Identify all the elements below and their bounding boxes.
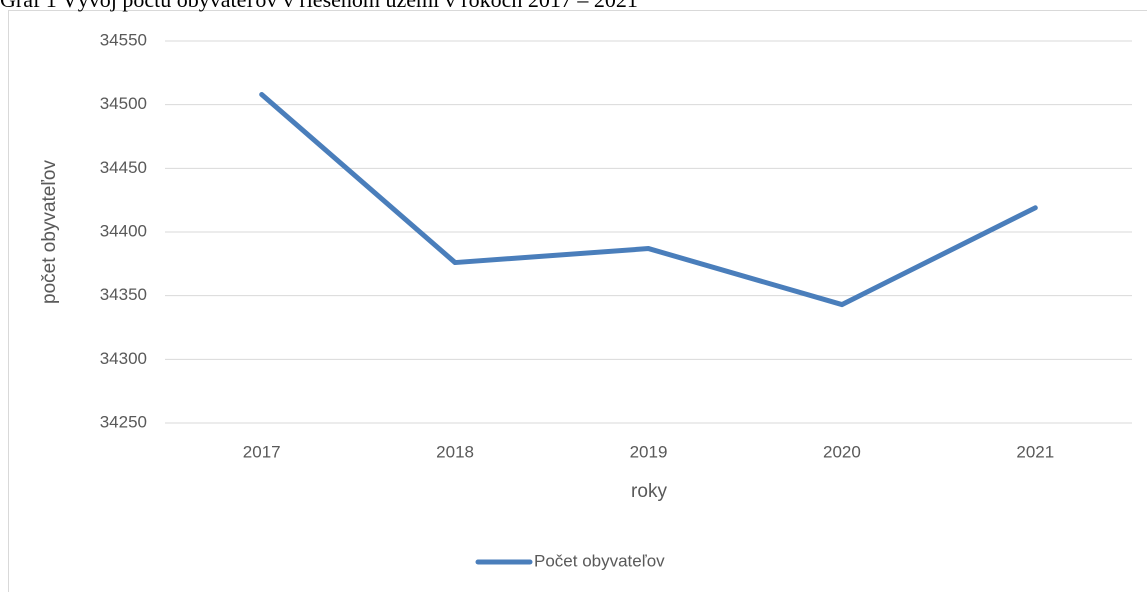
y-tick-label: 34400 (100, 221, 147, 240)
x-axis-label: roky (631, 481, 667, 502)
y-tick-label: 34450 (100, 158, 147, 177)
legend-label: Počet obyvateľov (534, 551, 665, 570)
line-series (259, 91, 1038, 308)
x-tick-label: 2019 (630, 442, 668, 461)
x-tick-label: 2020 (823, 442, 861, 461)
y-tick-label: 34550 (100, 30, 147, 49)
y-tick-label: 34350 (100, 285, 147, 304)
x-tick-label: 2021 (1016, 442, 1054, 461)
chart-frame (8, 10, 1147, 592)
chart-title: Graf 1 Vývoj počtu obyvateľov v riešenom… (0, 0, 638, 12)
y-tick-label: 34300 (100, 349, 147, 368)
y-axis-label: počet obyvateľov (39, 160, 60, 304)
y-tick-label: 34250 (100, 412, 147, 431)
x-tick-label: 2017 (243, 442, 281, 461)
y-tick-label: 34500 (100, 94, 147, 113)
x-tick-label: 2018 (436, 442, 474, 461)
